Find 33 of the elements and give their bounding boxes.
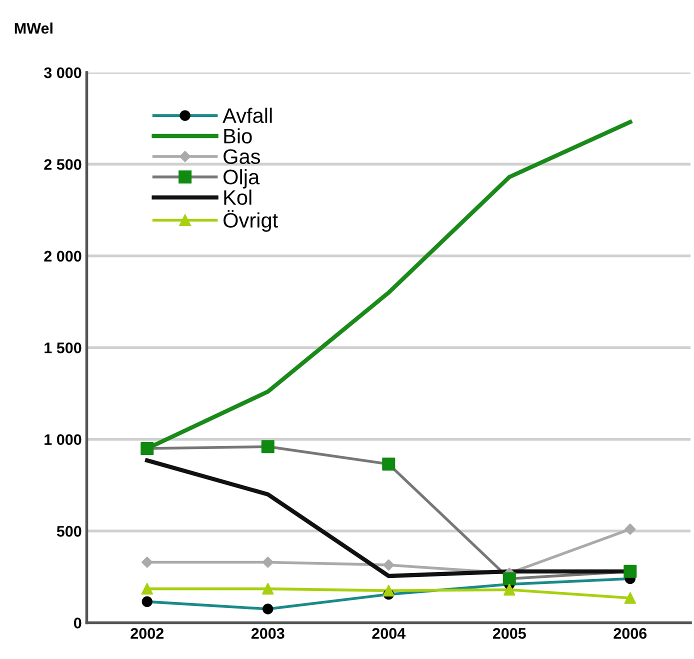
point xyxy=(261,440,274,454)
y-tick-label: 3 000 xyxy=(44,67,82,78)
y-tick-label: 2 000 xyxy=(44,250,82,262)
point xyxy=(142,556,153,568)
legend-label: Kol xyxy=(224,190,252,205)
x-tick-label: 2005 xyxy=(492,628,526,639)
point xyxy=(502,572,516,586)
y-tick-label: 500 xyxy=(56,526,82,537)
legend-label: Övrigt xyxy=(224,210,278,232)
y-tick-label: 2 500 xyxy=(44,159,82,170)
point xyxy=(141,582,153,595)
x-tick-label: 2003 xyxy=(251,628,284,639)
point xyxy=(140,442,154,456)
point xyxy=(262,582,274,595)
y-axis-title: MWel xyxy=(14,22,52,34)
point xyxy=(383,559,394,571)
x-tick-label: 2006 xyxy=(614,628,647,639)
point xyxy=(382,458,396,471)
point xyxy=(382,584,394,596)
legend-label: Bio xyxy=(224,128,252,144)
legend-label: Gas xyxy=(224,149,260,164)
point xyxy=(624,524,636,535)
legend-label: Avfall xyxy=(222,108,272,124)
x-tick-label: 2002 xyxy=(130,628,164,639)
y-tick-label: 1 500 xyxy=(44,342,82,354)
y-tick-label: 1 000 xyxy=(44,434,82,446)
point xyxy=(504,584,516,596)
point xyxy=(262,556,274,568)
point xyxy=(624,592,636,604)
point xyxy=(624,564,637,578)
x-tick-label: 2004 xyxy=(372,628,406,639)
legend-label: Olja xyxy=(224,169,260,189)
y-tick-label: 0 xyxy=(74,618,82,628)
